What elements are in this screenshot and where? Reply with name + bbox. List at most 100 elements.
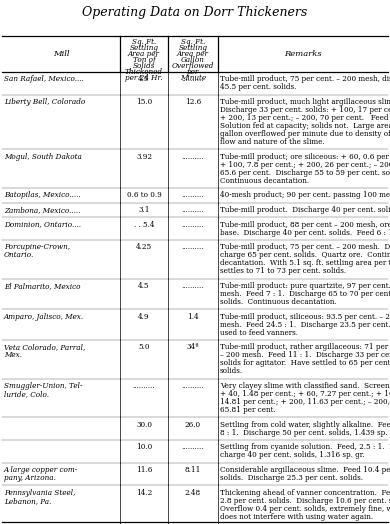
Text: 0.6 to 0.9: 0.6 to 0.9 [127, 191, 161, 199]
Text: solids.  Continuous decantation.: solids. Continuous decantation. [220, 298, 337, 306]
Text: 2.48: 2.48 [185, 489, 201, 497]
Text: Tube-mill product.  Discharge 40 per cent. solids.: Tube-mill product. Discharge 40 per cent… [220, 206, 390, 214]
Text: Thickening ahead of vanner concentration.  Feed: Thickening ahead of vanner concentration… [220, 489, 390, 497]
Text: solids.  Discharge 25.3 per cent. solids.: solids. Discharge 25.3 per cent. solids. [220, 474, 363, 482]
Text: mesh.  Feed 7 : 1.  Discharge 65 to 70 per cent.: mesh. Feed 7 : 1. Discharge 65 to 70 per… [220, 290, 390, 298]
Text: Minute: Minute [180, 74, 206, 82]
Text: Porcupine-Crown,: Porcupine-Crown, [4, 243, 70, 252]
Text: Gallon: Gallon [181, 56, 205, 64]
Text: Area per: Area per [177, 50, 209, 58]
Text: 5.0: 5.0 [138, 343, 150, 351]
Text: Mill: Mill [53, 50, 69, 58]
Text: ..........: .......... [182, 152, 204, 161]
Text: ..........: .......... [182, 443, 204, 451]
Text: solids.: solids. [220, 367, 243, 375]
Text: Sq. Ft.: Sq. Ft. [132, 38, 156, 46]
Text: + 200, 13 per cent.; – 200, 70 per cent.   Feed 9 : 1.: + 200, 13 per cent.; – 200, 70 per cent.… [220, 114, 390, 122]
Text: ..........: .......... [182, 382, 204, 390]
Text: Veta Colorado, Parral,: Veta Colorado, Parral, [4, 343, 85, 351]
Text: ..........: .......... [182, 282, 204, 290]
Text: – 200 mesh.  Feed 11 : 1.  Discharge 33 per cent.: – 200 mesh. Feed 11 : 1. Discharge 33 pe… [220, 351, 390, 359]
Text: Batopilas, Mexico.....: Batopilas, Mexico..... [4, 191, 81, 199]
Text: ..........: .......... [182, 243, 204, 252]
Text: El Palmarito, Mexico: El Palmarito, Mexico [4, 282, 80, 290]
Text: luride, Colo.: luride, Colo. [4, 390, 49, 398]
Text: Tube-mill product: pure quartzite, 97 per cent. – 200: Tube-mill product: pure quartzite, 97 pe… [220, 282, 390, 290]
Text: 45.5 per cent. solids.: 45.5 per cent. solids. [220, 83, 296, 91]
Text: per: per [187, 68, 199, 76]
Text: Overflowed: Overflowed [172, 62, 214, 70]
Text: Tube-mill product, much light argillaceous slime.: Tube-mill product, much light argillaceo… [220, 98, 390, 106]
Text: A large copper com-: A large copper com- [4, 466, 78, 474]
Text: Tube-mill product, 88 per cent – 200 mesh, ore diu-: Tube-mill product, 88 per cent – 200 mes… [220, 221, 390, 228]
Text: Tube-mill product, 75 per cent. – 200 mesh, discharge: Tube-mill product, 75 per cent. – 200 me… [220, 75, 390, 83]
Text: 40-mesh product; 90 per cent. passing 100 mesh.: 40-mesh product; 90 per cent. passing 10… [220, 191, 390, 199]
Text: 1.4: 1.4 [187, 313, 199, 321]
Text: Overflow 0.4 per cent. solids, extremely fine, which: Overflow 0.4 per cent. solids, extremely… [220, 505, 390, 512]
Text: Settling from cyanide solution.  Feed, 2.5 : 1.  Dis-: Settling from cyanide solution. Feed, 2.… [220, 443, 390, 451]
Text: 2.8 per cent. solids.  Discharge 10.6 per cent. solids.: 2.8 per cent. solids. Discharge 10.6 per… [220, 497, 390, 505]
Text: Operating Data on Dorr Thickeners: Operating Data on Dorr Thickeners [82, 6, 308, 19]
Text: Tube-mill product, 75 per cent. – 200 mesh.  Dis-: Tube-mill product, 75 per cent. – 200 me… [220, 243, 390, 252]
Text: Tube-mill product, siliceous: 93.5 per cent. – 200: Tube-mill product, siliceous: 93.5 per c… [220, 313, 390, 321]
Text: Considerable argillaceous slime.  Feed 10.4 per cent.: Considerable argillaceous slime. Feed 10… [220, 466, 390, 474]
Text: Solids: Solids [133, 62, 155, 70]
Text: + 100, 7.8 per cent.; + 200, 26 per cent.; – 200,: + 100, 7.8 per cent.; + 200, 26 per cent… [220, 161, 390, 169]
Text: 8 : 1.  Discharge 50 per cent. solids, 1.439 sp. gr.: 8 : 1. Discharge 50 per cent. solids, 1.… [220, 429, 390, 436]
Text: 4.5: 4.5 [138, 75, 150, 83]
Text: 15.0: 15.0 [136, 98, 152, 106]
Text: pany, Arizona.: pany, Arizona. [4, 474, 56, 482]
Text: 34ª: 34ª [187, 343, 199, 351]
Text: Thickened: Thickened [125, 68, 163, 76]
Text: Discharge 33 per cent. solids: + 100, 17 per cent.;: Discharge 33 per cent. solids: + 100, 17… [220, 106, 390, 114]
Text: 10.0: 10.0 [136, 443, 152, 451]
Text: ..........: .......... [182, 221, 204, 228]
Text: Mogul, South Dakota: Mogul, South Dakota [4, 152, 82, 161]
Text: Smuggler-Union, Tel-: Smuggler-Union, Tel- [4, 382, 83, 390]
Text: charge 65 per cent. solids.  Quartz ore.  Continuous: charge 65 per cent. solids. Quartz ore. … [220, 252, 390, 259]
Text: Remarks: Remarks [284, 50, 322, 58]
Text: flow and nature of the slime.: flow and nature of the slime. [220, 138, 324, 146]
Text: 65.81 per cent.: 65.81 per cent. [220, 406, 276, 414]
Text: ..........: .......... [182, 206, 204, 214]
Text: 26.0: 26.0 [185, 421, 201, 429]
Text: Settling: Settling [179, 44, 207, 52]
Text: Settling from cold water, slightly alkaline.  Feed: Settling from cold water, slightly alkal… [220, 421, 390, 429]
Text: used to feed vanners.: used to feed vanners. [220, 329, 298, 336]
Text: 65.6 per cent.  Discharge 55 to 59 per cent. solids.: 65.6 per cent. Discharge 55 to 59 per ce… [220, 169, 390, 177]
Text: 11.6: 11.6 [136, 466, 152, 474]
Text: gallon overflowed per minute due to density of under-: gallon overflowed per minute due to dens… [220, 130, 390, 138]
Text: Continuous decantation.: Continuous decantation. [220, 177, 309, 184]
Text: Solution fed at capacity; solids not.  Large area per: Solution fed at capacity; solids not. La… [220, 122, 390, 130]
Text: 30.0: 30.0 [136, 421, 152, 429]
Text: Area per: Area per [128, 50, 160, 58]
Text: Zambona, Mexico.....: Zambona, Mexico..... [4, 206, 80, 214]
Text: Very clayey slime with classified sand.  Screen test:: Very clayey slime with classified sand. … [220, 382, 390, 390]
Text: base.  Discharge 40 per cent. solids.  Feed 6 : 1.: base. Discharge 40 per cent. solids. Fee… [220, 228, 390, 237]
Text: Ton of: Ton of [133, 56, 155, 64]
Text: Tube-mill product; ore siliceous: + 60, 0.6 per cent.;: Tube-mill product; ore siliceous: + 60, … [220, 152, 390, 161]
Text: Sq. Ft.: Sq. Ft. [181, 38, 205, 46]
Text: Dominion, Ontario....: Dominion, Ontario.... [4, 221, 81, 228]
Text: 14.2: 14.2 [136, 489, 152, 497]
Text: 4.9: 4.9 [138, 313, 150, 321]
Text: ..........: .......... [182, 75, 204, 83]
Text: 4.5: 4.5 [138, 282, 150, 290]
Text: ..........: .......... [182, 191, 204, 199]
Text: Pennsylvania Steel,: Pennsylvania Steel, [4, 489, 75, 497]
Text: Lebanon, Pa.: Lebanon, Pa. [4, 497, 51, 505]
Text: settles to 71 to 73 per cent. solids.: settles to 71 to 73 per cent. solids. [220, 267, 346, 275]
Text: Settling: Settling [129, 44, 158, 52]
Text: mesh.  Feed 24.5 : 1.  Discharge 23.5 per cent. solids:: mesh. Feed 24.5 : 1. Discharge 23.5 per … [220, 321, 390, 329]
Text: 4.25: 4.25 [136, 243, 152, 252]
Text: 8.11: 8.11 [185, 466, 201, 474]
Text: San Rafael, Mexico....: San Rafael, Mexico.... [4, 75, 84, 83]
Text: charge 40 per cent. solids, 1.316 sp. gr.: charge 40 per cent. solids, 1.316 sp. gr… [220, 451, 365, 460]
Text: ..........: .......... [133, 382, 155, 390]
Text: solids for agitator.  Have settled to 65 per cent.: solids for agitator. Have settled to 65 … [220, 359, 390, 367]
Text: Tube-mill product, rather argillaceous: 71 per cent.: Tube-mill product, rather argillaceous: … [220, 343, 390, 351]
Text: per 24 Hr.: per 24 Hr. [125, 74, 163, 82]
Text: decantation.  With 5.1 sq. ft. settling area per ton: decantation. With 5.1 sq. ft. settling a… [220, 259, 390, 267]
Text: + 40, 1.48 per cent.; + 60, 7.27 per cent.; + 100,: + 40, 1.48 per cent.; + 60, 7.27 per cen… [220, 390, 390, 398]
Text: Ontario.: Ontario. [4, 252, 34, 259]
